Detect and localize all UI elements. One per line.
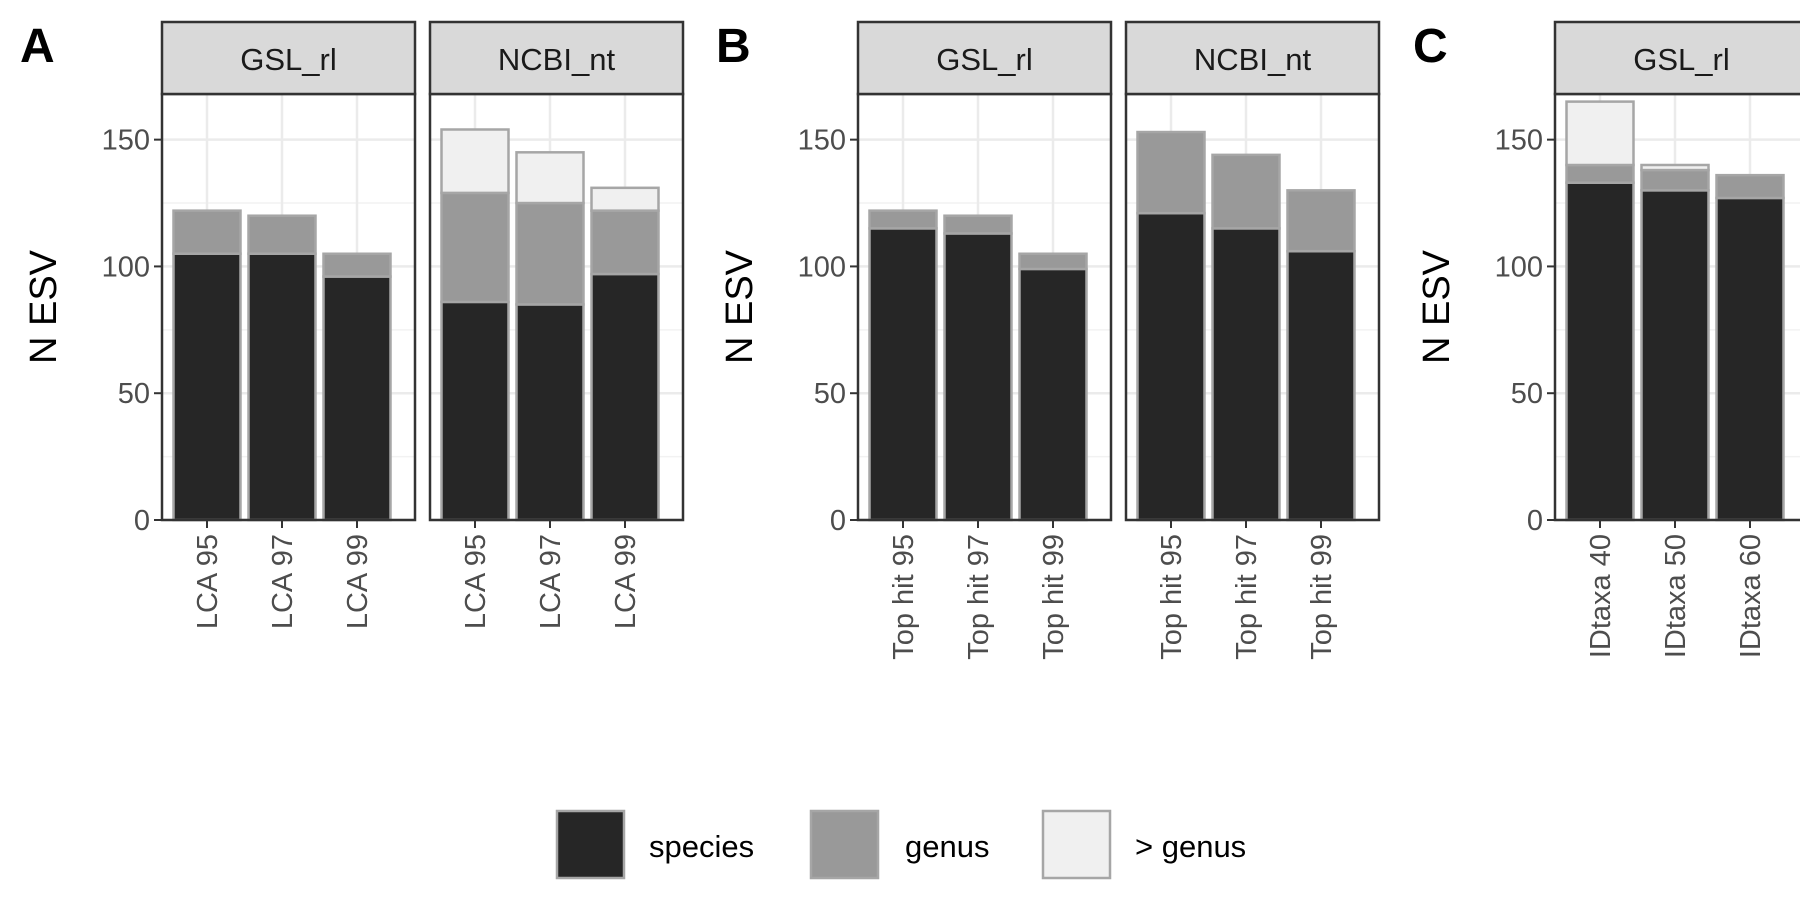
bar-segment-species bbox=[1715, 196, 1785, 522]
bar-segment-species bbox=[440, 300, 510, 522]
x-tick-label: LCA 97 bbox=[535, 534, 567, 629]
facet-strip bbox=[160, 20, 417, 96]
facet-ncbi-nt: NCBI_nt LCA 95 LCA 97 LCA 99 bbox=[428, 20, 685, 629]
x-tick-label: IDtaxa 50 bbox=[1660, 534, 1692, 658]
bar-segment-genus bbox=[1640, 168, 1710, 192]
x-tick-label: Top hit 99 bbox=[1306, 534, 1338, 660]
bar-segment-species bbox=[1286, 249, 1356, 522]
legend-label: > genus bbox=[1135, 829, 1246, 864]
y-tick-label: 0 bbox=[830, 505, 846, 537]
bar-segment-species bbox=[868, 227, 938, 522]
facet-gsl-rl: GSL_rl Top hit 95 Top hit 97 Top hit 99 bbox=[856, 20, 1113, 660]
x-tick-label: LCA 95 bbox=[460, 534, 492, 629]
facet-strip-label: GSL_rl bbox=[1633, 42, 1729, 77]
bar-segment-genus bbox=[172, 209, 242, 255]
bar-segment-genus bbox=[322, 252, 392, 278]
bar-segment-genus bbox=[440, 128, 510, 195]
bar-segment-species bbox=[1565, 181, 1635, 522]
panel-letter: A bbox=[20, 20, 55, 73]
panel-letter: B bbox=[716, 20, 751, 73]
y-tick-label: 150 bbox=[1495, 125, 1543, 157]
y-tick-label: 100 bbox=[102, 251, 150, 283]
bar-segment-species bbox=[515, 303, 585, 522]
y-tick-label: 50 bbox=[118, 378, 150, 410]
bar-segment-species bbox=[1018, 267, 1088, 522]
panel-letter: C bbox=[1413, 20, 1448, 73]
bar-segment-species bbox=[322, 275, 392, 522]
facet-strip-label: GSL_rl bbox=[936, 42, 1032, 77]
x-tick-label: Top hit 97 bbox=[963, 534, 995, 660]
y-tick-label: 50 bbox=[1511, 378, 1543, 410]
legend-key bbox=[555, 809, 626, 880]
bar-segment-genus bbox=[440, 191, 510, 304]
facet-strip bbox=[1553, 20, 1800, 96]
x-tick-label: Top hit 95 bbox=[1156, 534, 1188, 660]
panel-b: B N ESV 0 50 100 150 GSL_rl Top hit 95 Top hit 9… bbox=[716, 20, 1381, 660]
x-tick-label: LCA 99 bbox=[342, 534, 374, 629]
bar-segment-species bbox=[1640, 189, 1710, 522]
bar-segment-species bbox=[943, 232, 1013, 522]
y-tick-label: 150 bbox=[102, 125, 150, 157]
bar-segment-genus bbox=[1211, 153, 1281, 230]
y-tick-label: 100 bbox=[1495, 251, 1543, 283]
facet-strip bbox=[1124, 20, 1381, 96]
y-axis-title: N ESV bbox=[23, 249, 65, 364]
bar-segment-genus bbox=[515, 151, 585, 205]
bar-segment-genus bbox=[590, 209, 660, 276]
y-tick-label: 150 bbox=[798, 125, 846, 157]
bar-segment-genus bbox=[1715, 173, 1785, 200]
x-tick-label: LCA 95 bbox=[192, 534, 224, 629]
bar-segment-genus bbox=[943, 214, 1013, 235]
bar-segment-genus bbox=[1286, 189, 1356, 253]
x-tick-label: Top hit 97 bbox=[1231, 534, 1263, 660]
bar-segment-species bbox=[590, 272, 660, 522]
bar-segment-genus bbox=[590, 186, 660, 212]
legend-key bbox=[809, 809, 880, 880]
x-tick-label: Top hit 95 bbox=[888, 534, 920, 660]
facet-gsl-rl: GSL_rl LCA 95 LCA 97 LCA 99 bbox=[160, 20, 417, 629]
y-tick-label: 0 bbox=[1527, 505, 1543, 537]
facet-strip-label: GSL_rl bbox=[240, 42, 336, 77]
bar-segment-species bbox=[1211, 227, 1281, 522]
bar-segment-genus bbox=[1565, 100, 1635, 167]
facet-strip bbox=[428, 20, 685, 96]
facet-strip bbox=[856, 20, 1113, 96]
bar-segment-species bbox=[247, 252, 317, 522]
facet-gsl-rl: GSL_rl IDtaxa 40 IDtaxa 50 IDtaxa 60 bbox=[1553, 20, 1800, 658]
x-tick-label: Top hit 99 bbox=[1038, 534, 1070, 660]
bar-segment-genus bbox=[1565, 163, 1635, 184]
x-tick-label: IDtaxa 40 bbox=[1585, 534, 1617, 658]
bar-segment-genus bbox=[1640, 163, 1710, 172]
x-tick-label: LCA 97 bbox=[267, 534, 299, 629]
panel-c: C N ESV 0 50 100 150 GSL_rl IDtaxa 40 IDtaxa 50 I… bbox=[1413, 20, 1800, 658]
bar-segment-species bbox=[1136, 211, 1206, 522]
y-tick-label: 0 bbox=[134, 505, 150, 537]
x-tick-label: LCA 99 bbox=[610, 534, 642, 629]
facet-ncbi-nt: NCBI_nt Top hit 95 Top hit 97 Top hit 99 bbox=[1124, 20, 1381, 660]
bar-segment-genus bbox=[247, 214, 317, 255]
legend-label: genus bbox=[905, 829, 989, 864]
y-tick-label: 100 bbox=[798, 251, 846, 283]
bar-segment-genus bbox=[515, 201, 585, 306]
legend-key bbox=[1041, 809, 1112, 880]
bar-segment-genus bbox=[868, 209, 938, 230]
bar-segment-genus bbox=[1136, 130, 1206, 215]
y-axis-title: N ESV bbox=[1416, 249, 1458, 364]
bar-segment-species bbox=[172, 252, 242, 522]
facet-strip-label: NCBI_nt bbox=[1194, 42, 1312, 77]
legend: species genus > genus bbox=[555, 809, 1246, 880]
facet-strip-label: NCBI_nt bbox=[498, 42, 616, 77]
y-tick-label: 50 bbox=[814, 378, 846, 410]
legend-label: species bbox=[649, 829, 754, 864]
bar-segment-genus bbox=[1018, 252, 1088, 271]
x-tick-label: IDtaxa 60 bbox=[1735, 534, 1767, 658]
y-axis-title: N ESV bbox=[719, 249, 761, 364]
